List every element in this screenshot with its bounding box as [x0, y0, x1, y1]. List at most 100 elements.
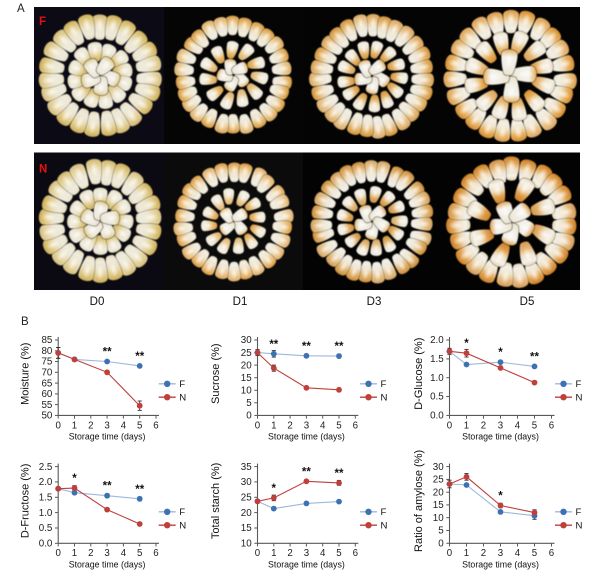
svg-text:Storage time (days): Storage time (days) — [462, 431, 539, 441]
svg-text:**: ** — [269, 339, 278, 351]
svg-text:F: F — [179, 379, 185, 390]
svg-text:2: 2 — [481, 548, 486, 559]
svg-text:Sucrose (%): Sucrose (%) — [210, 343, 222, 404]
svg-text:N: N — [381, 393, 388, 404]
svg-text:1: 1 — [72, 548, 77, 559]
svg-text:F: F — [381, 507, 387, 518]
svg-text:15: 15 — [433, 500, 444, 511]
svg-text:**: ** — [335, 341, 344, 353]
svg-text:*: * — [464, 338, 469, 350]
svg-text:*: * — [498, 491, 503, 503]
svg-text:15: 15 — [241, 373, 252, 384]
svg-text:5: 5 — [137, 420, 142, 431]
svg-text:20: 20 — [241, 360, 252, 371]
svg-text:**: ** — [335, 468, 344, 480]
svg-text:10: 10 — [241, 386, 252, 397]
svg-text:*: * — [272, 483, 277, 495]
svg-text:N: N — [179, 521, 186, 532]
svg-text:3: 3 — [104, 420, 109, 431]
svg-text:0: 0 — [447, 420, 453, 431]
svg-text:*: * — [72, 473, 77, 485]
svg-text:1: 1 — [464, 548, 469, 559]
svg-text:**: ** — [530, 351, 539, 363]
svg-text:F: F — [576, 379, 582, 390]
svg-text:4: 4 — [320, 548, 326, 559]
svg-text:5: 5 — [532, 548, 537, 559]
svg-text:N: N — [576, 393, 583, 404]
svg-text:0: 0 — [56, 420, 62, 431]
svg-text:20: 20 — [241, 508, 252, 519]
svg-text:0: 0 — [447, 548, 453, 559]
svg-text:2: 2 — [287, 420, 292, 431]
svg-text:3: 3 — [498, 420, 503, 431]
svg-text:5: 5 — [336, 420, 341, 431]
svg-text:0: 0 — [246, 411, 252, 422]
svg-text:6: 6 — [549, 420, 554, 431]
svg-text:50: 50 — [41, 411, 52, 422]
svg-text:0: 0 — [438, 539, 444, 550]
svg-text:Storage time (days): Storage time (days) — [69, 559, 146, 569]
svg-text:0.5: 0.5 — [430, 392, 444, 403]
svg-text:B: B — [21, 316, 29, 328]
svg-text:1: 1 — [271, 420, 276, 431]
svg-text:1: 1 — [271, 548, 276, 559]
svg-text:1.5: 1.5 — [430, 354, 444, 365]
svg-text:1: 1 — [72, 420, 77, 431]
svg-text:A: A — [17, 3, 25, 15]
svg-text:**: ** — [302, 466, 311, 478]
svg-text:**: ** — [135, 351, 144, 363]
svg-text:D0: D0 — [90, 296, 105, 308]
svg-text:**: ** — [135, 484, 144, 496]
svg-text:4: 4 — [515, 548, 521, 559]
svg-text:25: 25 — [241, 493, 252, 504]
svg-text:60: 60 — [41, 389, 52, 400]
svg-text:D5: D5 — [520, 296, 535, 308]
svg-text:0: 0 — [255, 420, 261, 431]
svg-text:3: 3 — [304, 548, 309, 559]
svg-text:Storage time (days): Storage time (days) — [462, 559, 539, 569]
svg-text:3: 3 — [304, 420, 309, 431]
svg-text:N: N — [381, 521, 388, 532]
svg-text:0: 0 — [56, 548, 62, 559]
svg-text:N: N — [179, 393, 186, 404]
svg-text:2: 2 — [88, 548, 93, 559]
svg-text:6: 6 — [549, 548, 554, 559]
svg-text:Storage time (days): Storage time (days) — [69, 431, 146, 441]
svg-text:F: F — [381, 379, 387, 390]
svg-text:1: 1 — [464, 420, 469, 431]
svg-text:6: 6 — [353, 420, 358, 431]
svg-text:10: 10 — [241, 539, 252, 550]
svg-text:2: 2 — [287, 548, 292, 559]
svg-text:D-Glucose (%): D-Glucose (%) — [413, 338, 425, 410]
svg-text:5: 5 — [137, 548, 142, 559]
svg-text:35: 35 — [241, 462, 252, 473]
svg-text:0.0: 0.0 — [430, 411, 444, 422]
svg-text:2.5: 2.5 — [39, 462, 53, 473]
svg-text:3: 3 — [498, 548, 503, 559]
svg-text:4: 4 — [121, 548, 127, 559]
svg-text:4: 4 — [121, 420, 127, 431]
svg-text:10: 10 — [433, 513, 444, 524]
svg-text:N: N — [39, 164, 47, 176]
svg-text:20: 20 — [433, 487, 444, 498]
svg-text:D-Fructose (%): D-Fructose (%) — [20, 464, 32, 539]
svg-text:**: ** — [302, 341, 311, 353]
svg-text:25: 25 — [433, 475, 444, 486]
svg-text:1.0: 1.0 — [39, 508, 53, 519]
svg-text:4: 4 — [320, 420, 326, 431]
svg-text:70: 70 — [41, 368, 52, 379]
svg-text:30: 30 — [241, 477, 252, 488]
svg-text:55: 55 — [41, 400, 52, 411]
svg-text:F: F — [39, 16, 46, 28]
svg-text:2: 2 — [481, 420, 486, 431]
svg-text:5: 5 — [438, 526, 444, 537]
svg-text:D3: D3 — [367, 296, 382, 308]
svg-text:65: 65 — [41, 378, 52, 389]
svg-text:6: 6 — [153, 420, 158, 431]
svg-text:2.0: 2.0 — [430, 335, 444, 346]
svg-text:Storage time (days): Storage time (days) — [268, 559, 345, 569]
svg-text:Ratio of amylose (%): Ratio of amylose (%) — [413, 450, 425, 552]
svg-text:2: 2 — [88, 420, 93, 431]
svg-text:80: 80 — [41, 346, 52, 357]
svg-text:4: 4 — [515, 420, 521, 431]
